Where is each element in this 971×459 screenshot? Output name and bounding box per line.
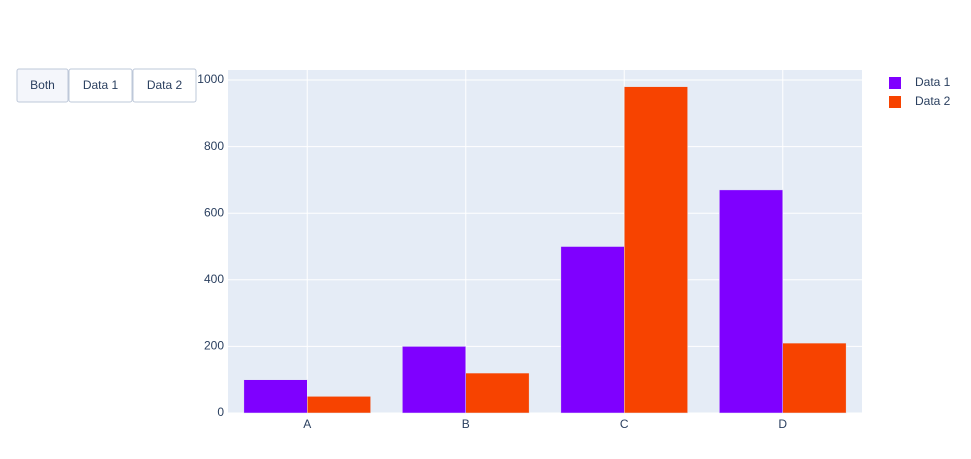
- menu-button[interactable]: Data 1: [68, 68, 133, 103]
- button-box: [132, 68, 197, 103]
- button-label[interactable]: Data 2: [147, 78, 183, 92]
- y-tick-label: 0: [217, 405, 224, 419]
- bar: [560, 246, 625, 414]
- y-tick-label: 600: [204, 205, 224, 219]
- x-tick-label: B: [462, 417, 470, 431]
- button-box: [16, 68, 69, 103]
- y-tick-label: 400: [204, 272, 224, 286]
- menu-button[interactable]: Data 2: [132, 68, 197, 103]
- x-tick-label: D: [778, 417, 787, 431]
- y-tick-label: 1000: [197, 72, 224, 86]
- bar: [719, 189, 783, 414]
- x-tick-label: A: [303, 417, 311, 431]
- legend-swatch: [889, 77, 901, 89]
- y-tick-label: 800: [204, 139, 224, 153]
- button-menu: Both Data 1 Data 2: [16, 68, 197, 103]
- y-tick-label: 200: [204, 339, 224, 353]
- legend-label: Data 2: [915, 94, 951, 108]
- menu-button[interactable]: Both: [16, 68, 69, 103]
- x-tick-label: C: [620, 417, 629, 431]
- button-label[interactable]: Both: [30, 78, 55, 92]
- bar: [624, 86, 688, 414]
- button-label[interactable]: Data 1: [83, 78, 119, 92]
- bar: [465, 372, 530, 414]
- legend-swatch: [889, 96, 901, 108]
- legend-label: Data 1: [915, 75, 951, 89]
- bar: [243, 379, 308, 414]
- button-box: [68, 68, 133, 103]
- bar: [782, 342, 847, 414]
- bar: [307, 396, 371, 414]
- bar: [402, 346, 467, 414]
